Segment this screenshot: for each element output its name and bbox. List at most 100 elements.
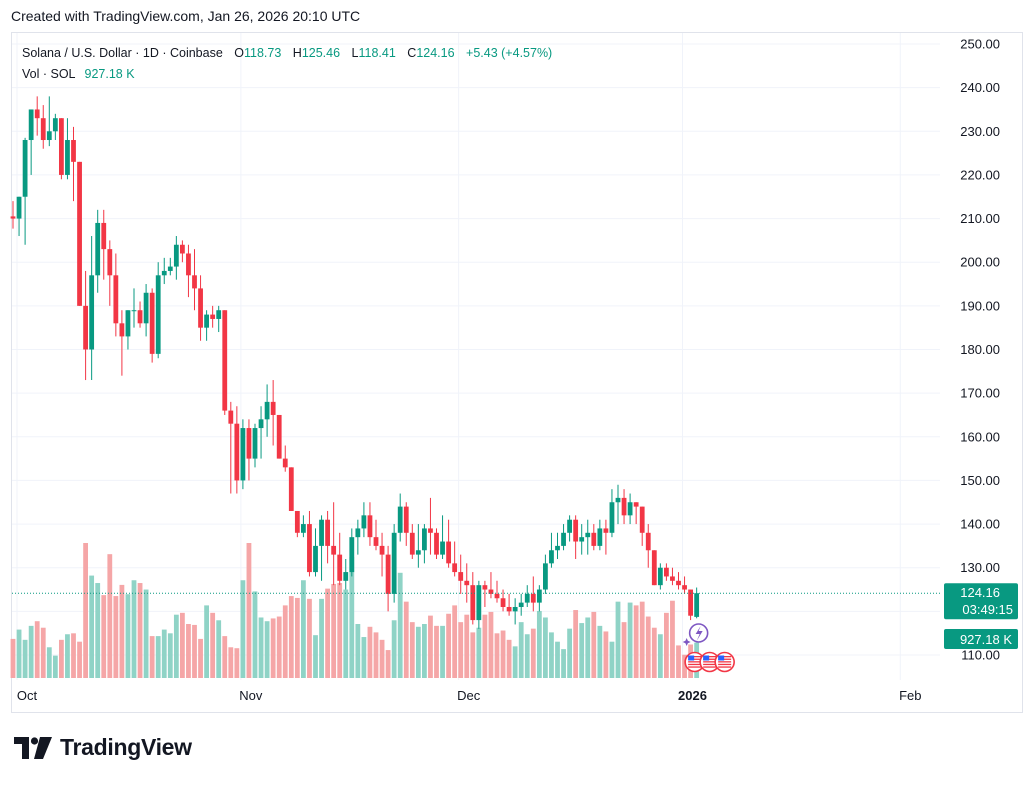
candle-body [458, 572, 464, 581]
candle-body [464, 580, 470, 586]
volume-bar [143, 589, 149, 678]
candle-body [561, 532, 566, 546]
candle-body [609, 502, 615, 533]
low-label: L [351, 46, 359, 60]
volume-bar [361, 637, 367, 678]
volume-bar [40, 627, 46, 678]
y-tick-label: 210.00 [960, 211, 1000, 226]
volume-bar [627, 602, 633, 678]
candle-body [10, 216, 16, 219]
volume-bar [246, 543, 252, 678]
candle-body [331, 545, 337, 555]
volume-bar [682, 654, 687, 678]
volume-bar [349, 556, 355, 678]
candle-body [549, 550, 554, 564]
candle-body [77, 161, 82, 306]
volume-bar [657, 634, 663, 678]
volume-bar [434, 625, 439, 678]
last-price-label: 124.16 [960, 585, 1000, 600]
flag-canton [718, 655, 725, 661]
volume-label: Vol · SOL [22, 67, 76, 81]
candle-body [422, 528, 427, 551]
candle-body [645, 532, 651, 551]
candle-body [161, 270, 167, 276]
flag-canton [703, 655, 710, 661]
flag-stripe [703, 661, 717, 663]
candle-body [107, 249, 113, 276]
candle-body [379, 545, 385, 555]
y-tick-label: 200.00 [960, 255, 1000, 270]
event-markers [682, 623, 735, 673]
y-tick-label: 220.00 [960, 167, 1000, 182]
volume-bar [512, 646, 518, 678]
y-tick-label: 150.00 [960, 473, 1000, 488]
flag-stripe [703, 663, 717, 666]
candle-body [621, 497, 627, 516]
volume-bar [458, 622, 464, 678]
volume-bar [452, 605, 458, 678]
volume-bar [270, 618, 276, 678]
volume-bar [403, 601, 409, 678]
candle-body [409, 532, 415, 555]
candle-body [573, 519, 579, 542]
chart-legend: Solana / U.S. Dollar · 1D · Coinbase O11… [22, 43, 552, 85]
volume-bar [89, 575, 95, 678]
candle-body [488, 589, 494, 594]
open-value: 118.73 [244, 46, 282, 60]
candle-body [482, 585, 488, 590]
volume-bar [621, 622, 627, 678]
candle-body [83, 305, 88, 350]
volume-bar [379, 639, 385, 678]
volume-bar [149, 636, 155, 678]
last-price-badge [944, 583, 1018, 620]
candle-body [512, 606, 518, 612]
tradingview-brand[interactable]: TradingView [14, 734, 192, 761]
candle-body [657, 567, 663, 586]
candle-body [530, 593, 536, 603]
candle-body [71, 140, 76, 162]
candle-body [670, 576, 675, 581]
y-tick-label: 140.00 [960, 517, 1000, 532]
flag-stripe [688, 658, 702, 660]
candle-body [119, 323, 125, 337]
volume-bar [615, 601, 621, 678]
volume-bar [192, 624, 197, 678]
y-tick-label: 230.00 [960, 124, 1000, 139]
volume-bar [331, 583, 337, 678]
candle-body [28, 109, 34, 141]
volume-bar [252, 591, 258, 678]
candle-body [403, 506, 409, 533]
candle-body [428, 528, 433, 533]
volume-bar [470, 632, 476, 678]
flag-stripe [688, 663, 702, 666]
volume-bar [186, 624, 191, 678]
candle-body [228, 410, 234, 424]
flag-stripe [688, 661, 702, 663]
candle-body [476, 585, 482, 621]
candle-body [676, 580, 681, 586]
candle-body [16, 196, 22, 219]
high-value: 125.46 [301, 46, 341, 60]
volume-bar [409, 622, 415, 678]
flag-stripe [718, 663, 732, 666]
volume-bar [476, 627, 482, 678]
volume-bar [446, 613, 451, 678]
volume-bar [65, 634, 70, 678]
volume-bar [422, 624, 427, 678]
volume-bar [500, 630, 506, 678]
candle-body [585, 532, 591, 538]
volume-bar [46, 647, 52, 678]
candle-body [415, 550, 421, 555]
candle-body [240, 428, 246, 481]
volume-bar [373, 632, 379, 678]
volume-bar [137, 583, 143, 678]
volume-bar [228, 647, 234, 678]
candle-body [301, 524, 306, 533]
volume-bar [664, 612, 669, 678]
countdown-label: 03:49:15 [962, 602, 1013, 617]
volume-bar [167, 633, 173, 678]
volume-bar [355, 624, 361, 678]
volume-bar [367, 626, 373, 678]
volume-bar [155, 636, 161, 678]
